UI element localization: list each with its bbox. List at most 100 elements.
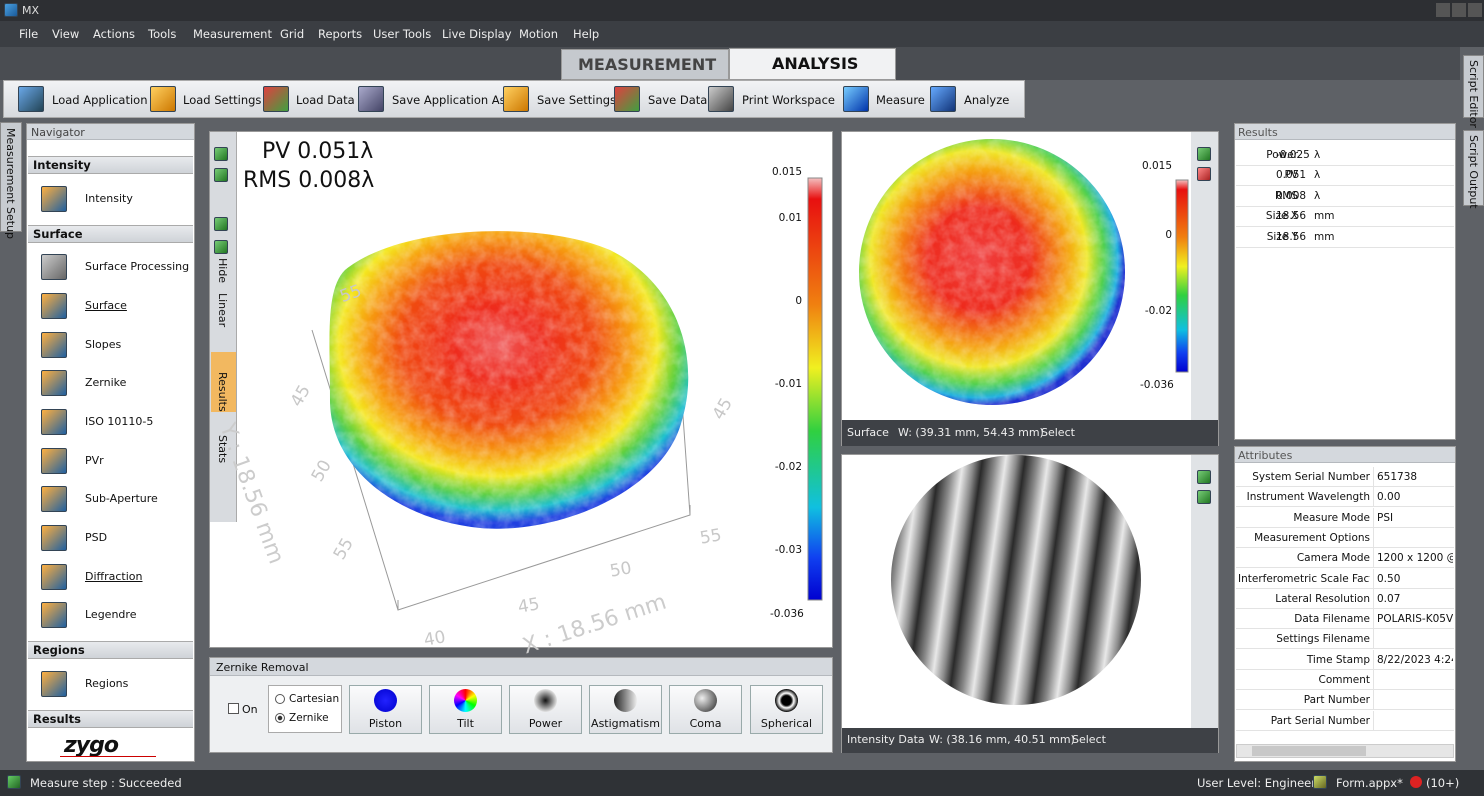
result-unit: mm	[1314, 230, 1335, 243]
table-row	[1236, 711, 1454, 731]
icon	[708, 86, 734, 112]
zernike-button-label: Coma	[689, 717, 722, 730]
colorbar-label: -0.03	[774, 544, 802, 556]
menu-item[interactable]: File	[19, 27, 39, 41]
nav-item[interactable]: Intensity	[85, 192, 133, 205]
cell-divider	[1373, 527, 1374, 548]
toolbar-button[interactable]: Load Settings	[183, 93, 262, 107]
cell-divider	[1373, 467, 1374, 487]
colorbar-label: -0.02	[1144, 305, 1172, 317]
table-row	[1236, 609, 1454, 630]
attribute-value: 0.50	[1377, 572, 1401, 585]
side-tab-label[interactable]: Measurement Setup	[4, 128, 17, 240]
cell-divider	[1373, 507, 1374, 528]
title-bar	[0, 0, 1484, 21]
attribute-value: POLARIS-K05VS	[1377, 613, 1453, 626]
table-row	[1236, 548, 1454, 569]
nav-item[interactable]: PVr	[85, 454, 104, 467]
menu-item[interactable]: Grid	[280, 27, 305, 41]
nav-item[interactable]: PSD	[85, 531, 108, 544]
menu-item[interactable]: Help	[573, 27, 600, 41]
axis-tick-label: 50	[608, 558, 634, 582]
table-row	[1236, 629, 1454, 650]
icon	[358, 86, 384, 112]
section-title: Surface	[33, 227, 83, 241]
side-tab-label[interactable]: Script Output	[1467, 135, 1480, 209]
tool-strip	[210, 132, 237, 522]
nav-item[interactable]: Slopes	[85, 338, 122, 351]
radio-label[interactable]: Zernike	[289, 712, 329, 724]
section-header[interactable]	[28, 710, 193, 728]
radio-label[interactable]: Cartesian	[289, 693, 340, 705]
status-field[interactable]: Select	[1072, 733, 1106, 746]
menu-item[interactable]: View	[52, 27, 80, 41]
table-row	[1236, 207, 1454, 228]
toolbar-button[interactable]: Save Application As	[392, 93, 506, 107]
attribute-value: PSI	[1377, 511, 1394, 524]
nav-item[interactable]: Regions	[85, 677, 129, 690]
tab[interactable]	[561, 49, 729, 80]
toolbar-button[interactable]: Measure	[876, 93, 925, 107]
tool-tab[interactable]: Linear	[216, 293, 229, 328]
axis-tick-label: 45	[516, 594, 542, 618]
side-tab-label[interactable]: Script Editor	[1467, 60, 1480, 128]
tool-tab[interactable]: Hide	[216, 258, 229, 284]
nav-item[interactable]: Diffraction	[85, 570, 143, 583]
toolbar-button[interactable]: Save Settings	[537, 93, 617, 107]
toolbar-button[interactable]: Analyze	[964, 93, 1010, 107]
attribute-label: Time Stamp	[1306, 653, 1370, 666]
scroll-thumb[interactable]	[1252, 746, 1366, 756]
menu-item[interactable]: Measurement	[193, 27, 272, 41]
checkbox-label[interactable]: On	[242, 703, 258, 716]
menu-item[interactable]: Live Display	[442, 27, 512, 41]
attribute-label: Measure Mode	[1293, 511, 1370, 524]
toolbar-button[interactable]: Load Application	[52, 93, 148, 107]
menu-item[interactable]: Actions	[93, 27, 136, 41]
nav-item[interactable]: Sub-Aperture	[85, 492, 158, 505]
section-header[interactable]	[28, 225, 193, 243]
menu-bar	[0, 21, 1484, 47]
icon	[41, 332, 67, 358]
zernike-button-label: Astigmatism	[591, 717, 660, 730]
result-value: 0.008	[1276, 189, 1307, 202]
menu-item[interactable]: Tools	[148, 27, 177, 41]
status-field[interactable]: Select	[1041, 426, 1075, 439]
toolbar-button[interactable]: Print Workspace	[742, 93, 835, 107]
logo-underline	[60, 756, 156, 757]
section-header[interactable]	[28, 641, 193, 659]
zernike-button-label: Tilt	[457, 717, 474, 730]
axis-tick-label: 55	[698, 525, 724, 549]
radio[interactable]	[275, 713, 285, 723]
side-tab[interactable]	[0, 122, 22, 232]
result-value: 18.56	[1276, 210, 1307, 223]
tool-tab[interactable]: Results	[216, 372, 229, 412]
toolbar-button[interactable]: Save Data	[648, 93, 708, 107]
nav-item[interactable]: ISO 10110-5	[85, 415, 154, 428]
cell-divider	[1373, 629, 1374, 650]
error-count[interactable]: (10+)	[1426, 776, 1460, 790]
window-button[interactable]	[1452, 3, 1466, 17]
panel-title-bar	[1235, 447, 1455, 463]
table-row	[1236, 528, 1454, 548]
nav-item[interactable]: Surface Processing	[85, 260, 190, 273]
nav-item[interactable]: Surface	[85, 299, 127, 312]
menu-item[interactable]: User Tools	[373, 27, 432, 41]
radio[interactable]	[275, 694, 285, 704]
status-field: Surface	[847, 426, 889, 439]
menu-item[interactable]: Motion	[519, 27, 558, 41]
tab[interactable]	[729, 48, 896, 80]
nav-item[interactable]: Legendre	[85, 608, 137, 621]
menu-item[interactable]: Reports	[318, 27, 363, 41]
attribute-label: Data Filename	[1294, 613, 1370, 626]
toolbar-button[interactable]: Load Data	[296, 93, 355, 107]
window-button[interactable]	[1436, 3, 1450, 17]
icon	[41, 671, 67, 697]
table-row	[1236, 166, 1454, 187]
icon	[41, 409, 67, 435]
window-button[interactable]	[1468, 3, 1482, 17]
checkbox[interactable]	[228, 703, 239, 714]
status-field: W: (39.31 mm, 54.43 mm)	[898, 426, 1044, 439]
active-tool-tab[interactable]	[211, 352, 236, 412]
section-header[interactable]	[28, 156, 193, 174]
nav-item[interactable]: Zernike	[85, 376, 127, 389]
